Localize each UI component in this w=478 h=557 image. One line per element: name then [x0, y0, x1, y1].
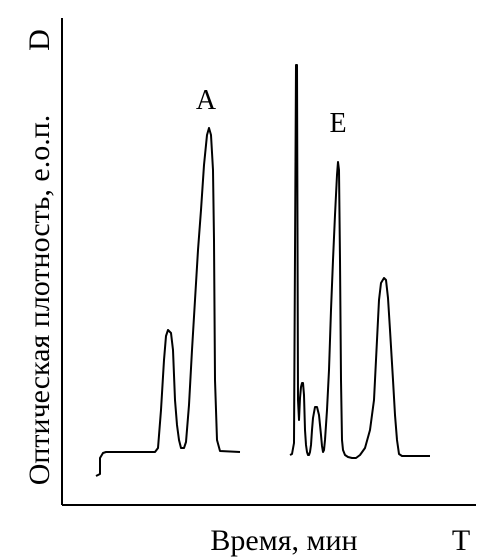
peak-label-e: E — [329, 108, 347, 139]
peak-label-a: A — [195, 85, 217, 116]
x-axis-label: Время, мин — [210, 524, 358, 557]
y-axis-label: Оптическая плотность, е.о.п. — [23, 114, 56, 486]
series-trace-e — [289, 64, 430, 459]
x-axis-symbol: T — [451, 524, 471, 557]
series-layer — [95, 64, 430, 477]
y-axis-symbol: D — [23, 29, 56, 51]
series-trace-a — [95, 127, 241, 477]
